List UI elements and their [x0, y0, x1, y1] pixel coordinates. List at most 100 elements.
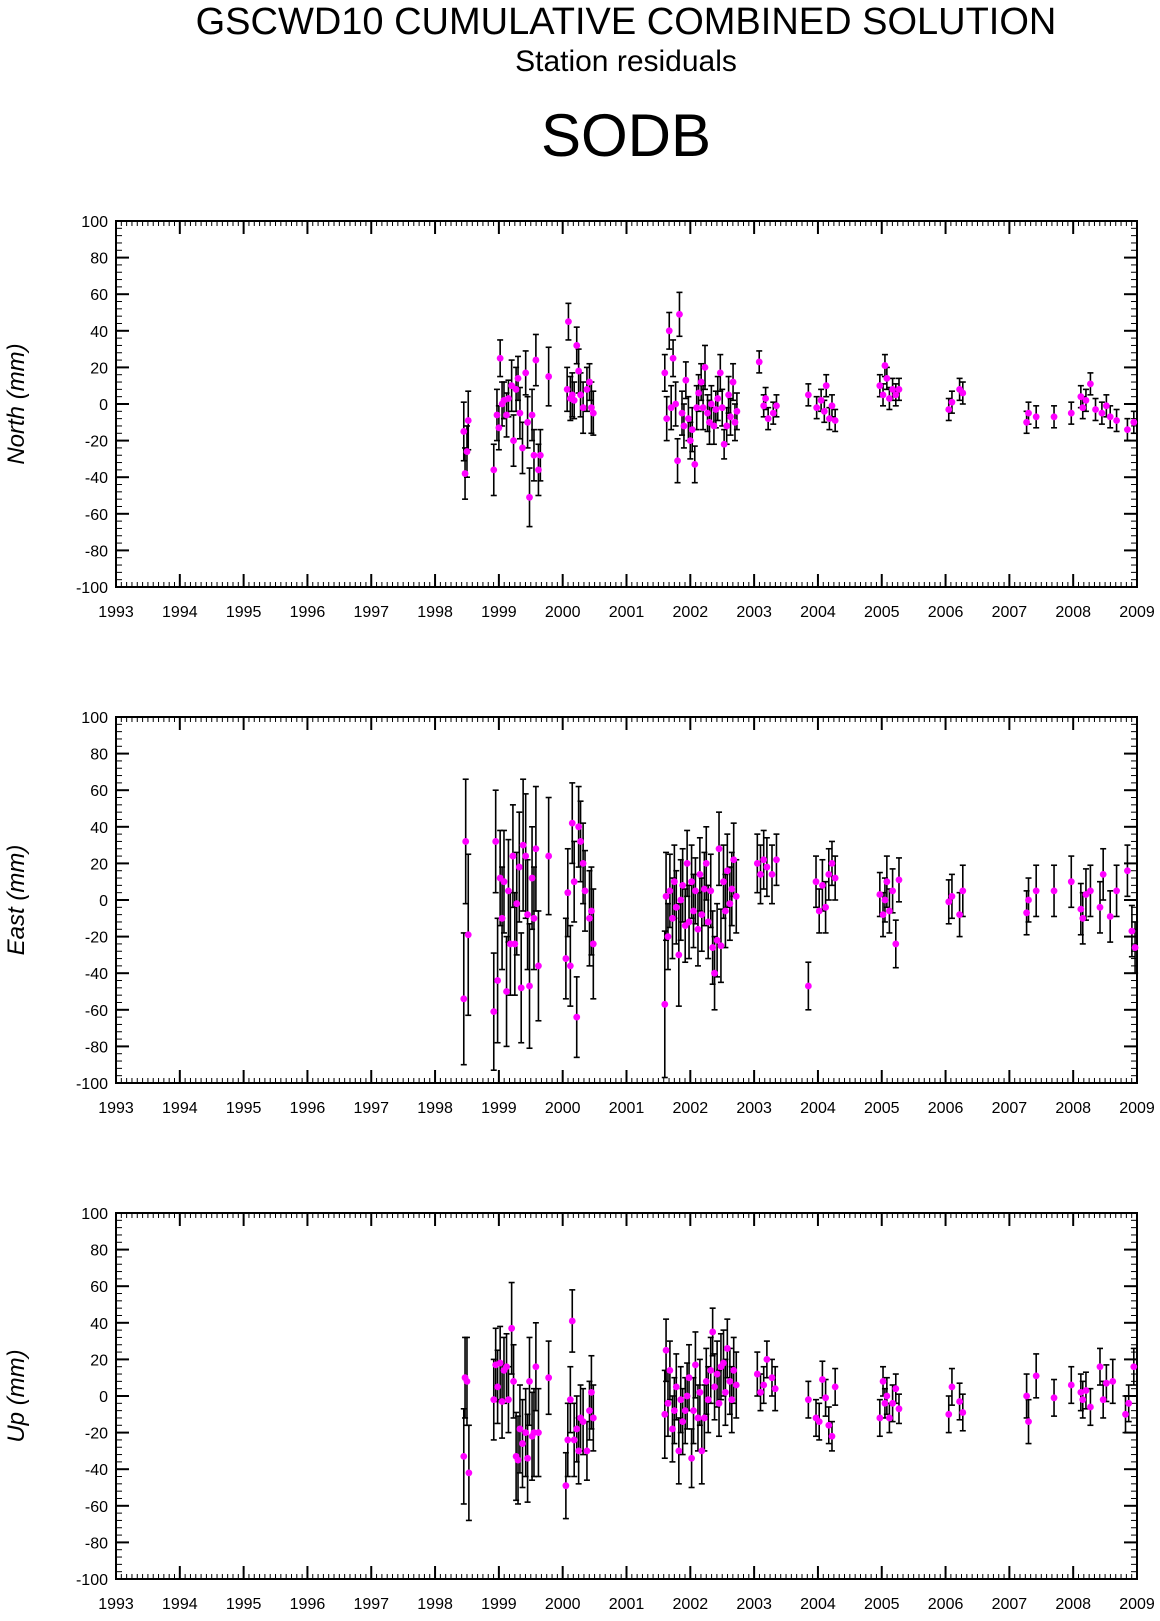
data-point	[945, 406, 953, 413]
data-point	[712, 406, 720, 413]
data-point	[583, 385, 591, 393]
data-point	[512, 385, 520, 393]
data-point	[883, 374, 891, 382]
x-tick-label: 2005	[864, 1100, 900, 1117]
data-point	[732, 892, 740, 900]
x-tick-label: 1993	[98, 1596, 134, 1613]
x-tick-label: 2009	[1119, 1596, 1155, 1613]
data-point	[1050, 1394, 1058, 1402]
data-point	[1023, 1392, 1031, 1400]
data-point	[768, 870, 776, 878]
data-point	[701, 364, 709, 371]
x-tick-label: 2008	[1055, 1596, 1091, 1613]
y-tick-label: 80	[90, 251, 108, 268]
data-point	[723, 1345, 731, 1352]
data-point	[664, 933, 672, 940]
data-point	[496, 354, 504, 362]
data-point	[589, 409, 597, 417]
x-tick-label: 2002	[673, 1596, 709, 1613]
data-point	[579, 1418, 587, 1426]
data-point	[730, 856, 738, 864]
data-point	[730, 1366, 738, 1374]
x-tick-label: 1995	[226, 1100, 262, 1117]
data-point	[589, 1414, 597, 1422]
data-point	[662, 1346, 670, 1354]
y-tick-label: -80	[85, 1039, 108, 1056]
data-point	[577, 838, 584, 845]
data-point	[883, 1392, 891, 1400]
data-point	[696, 1388, 704, 1396]
data-point	[723, 422, 731, 430]
data-point	[720, 440, 728, 448]
data-point	[817, 396, 825, 404]
data-point	[672, 1383, 680, 1391]
data-point	[959, 887, 967, 895]
x-tick-label: 1998	[417, 604, 453, 621]
data-point	[519, 1440, 526, 1447]
x-tick-label: 1993	[98, 604, 134, 621]
data-point	[819, 1376, 826, 1383]
data-point	[460, 428, 468, 435]
x-tick-label: 2002	[673, 604, 709, 621]
data-point	[1067, 878, 1075, 886]
data-point	[892, 1385, 900, 1393]
plot-frame	[115, 220, 1138, 588]
data-point	[726, 900, 734, 908]
data-point	[1079, 914, 1087, 922]
data-point	[883, 878, 891, 886]
data-point	[536, 451, 544, 459]
data-point	[700, 1414, 708, 1422]
data-point	[760, 1381, 768, 1389]
data-point	[762, 395, 770, 402]
data-point	[1102, 1379, 1110, 1387]
data-point	[1025, 409, 1032, 417]
data-point	[881, 362, 889, 369]
figure-title: GSCWD10 CUMULATIVE COMBINED SOLUTION	[196, 1, 1057, 43]
data-point	[764, 415, 772, 423]
data-point	[804, 982, 812, 990]
data-point	[828, 402, 836, 410]
data-point	[1102, 402, 1110, 410]
x-tick-label: 2005	[864, 604, 900, 621]
data-point	[519, 841, 527, 849]
data-point	[674, 457, 681, 465]
data-point	[528, 411, 536, 419]
data-point	[514, 1456, 522, 1464]
x-tick-label: 1996	[290, 604, 326, 621]
y-tick-label: 80	[90, 1243, 108, 1260]
data-point	[514, 374, 522, 382]
data-point	[688, 878, 695, 886]
data-point	[698, 911, 706, 919]
data-point	[568, 819, 576, 827]
data-point	[723, 867, 731, 875]
x-tick-label: 1995	[226, 604, 262, 621]
data-point	[516, 1425, 524, 1433]
data-point	[575, 1447, 583, 1455]
data-point	[771, 1385, 779, 1393]
data-point	[460, 1452, 468, 1460]
y-tick-label: -100	[76, 580, 108, 597]
data-point	[879, 1377, 887, 1385]
x-tick-label: 2003	[736, 604, 772, 621]
data-point	[666, 887, 674, 895]
data-point	[889, 887, 896, 895]
data-point	[726, 1377, 734, 1385]
x-tick-label: 2007	[992, 1596, 1028, 1613]
data-point	[945, 1410, 953, 1418]
data-point	[879, 391, 887, 399]
data-point	[524, 911, 531, 919]
y-tick-label: -60	[85, 1003, 108, 1020]
data-point	[702, 860, 710, 867]
data-point	[1131, 944, 1139, 951]
data-point	[697, 378, 705, 386]
data-point	[768, 1374, 776, 1382]
data-point	[694, 925, 702, 933]
data-point	[680, 422, 688, 430]
data-point	[822, 1394, 829, 1402]
data-point	[763, 863, 771, 871]
panel-2: 1993 1994 1995 1996 1997 1998 1999 2000 2001 2002…	[3, 1206, 1155, 1613]
data-point	[522, 369, 530, 377]
x-tick-label: 2007	[992, 604, 1028, 621]
data-point	[573, 1425, 581, 1433]
data-point	[1077, 905, 1085, 913]
